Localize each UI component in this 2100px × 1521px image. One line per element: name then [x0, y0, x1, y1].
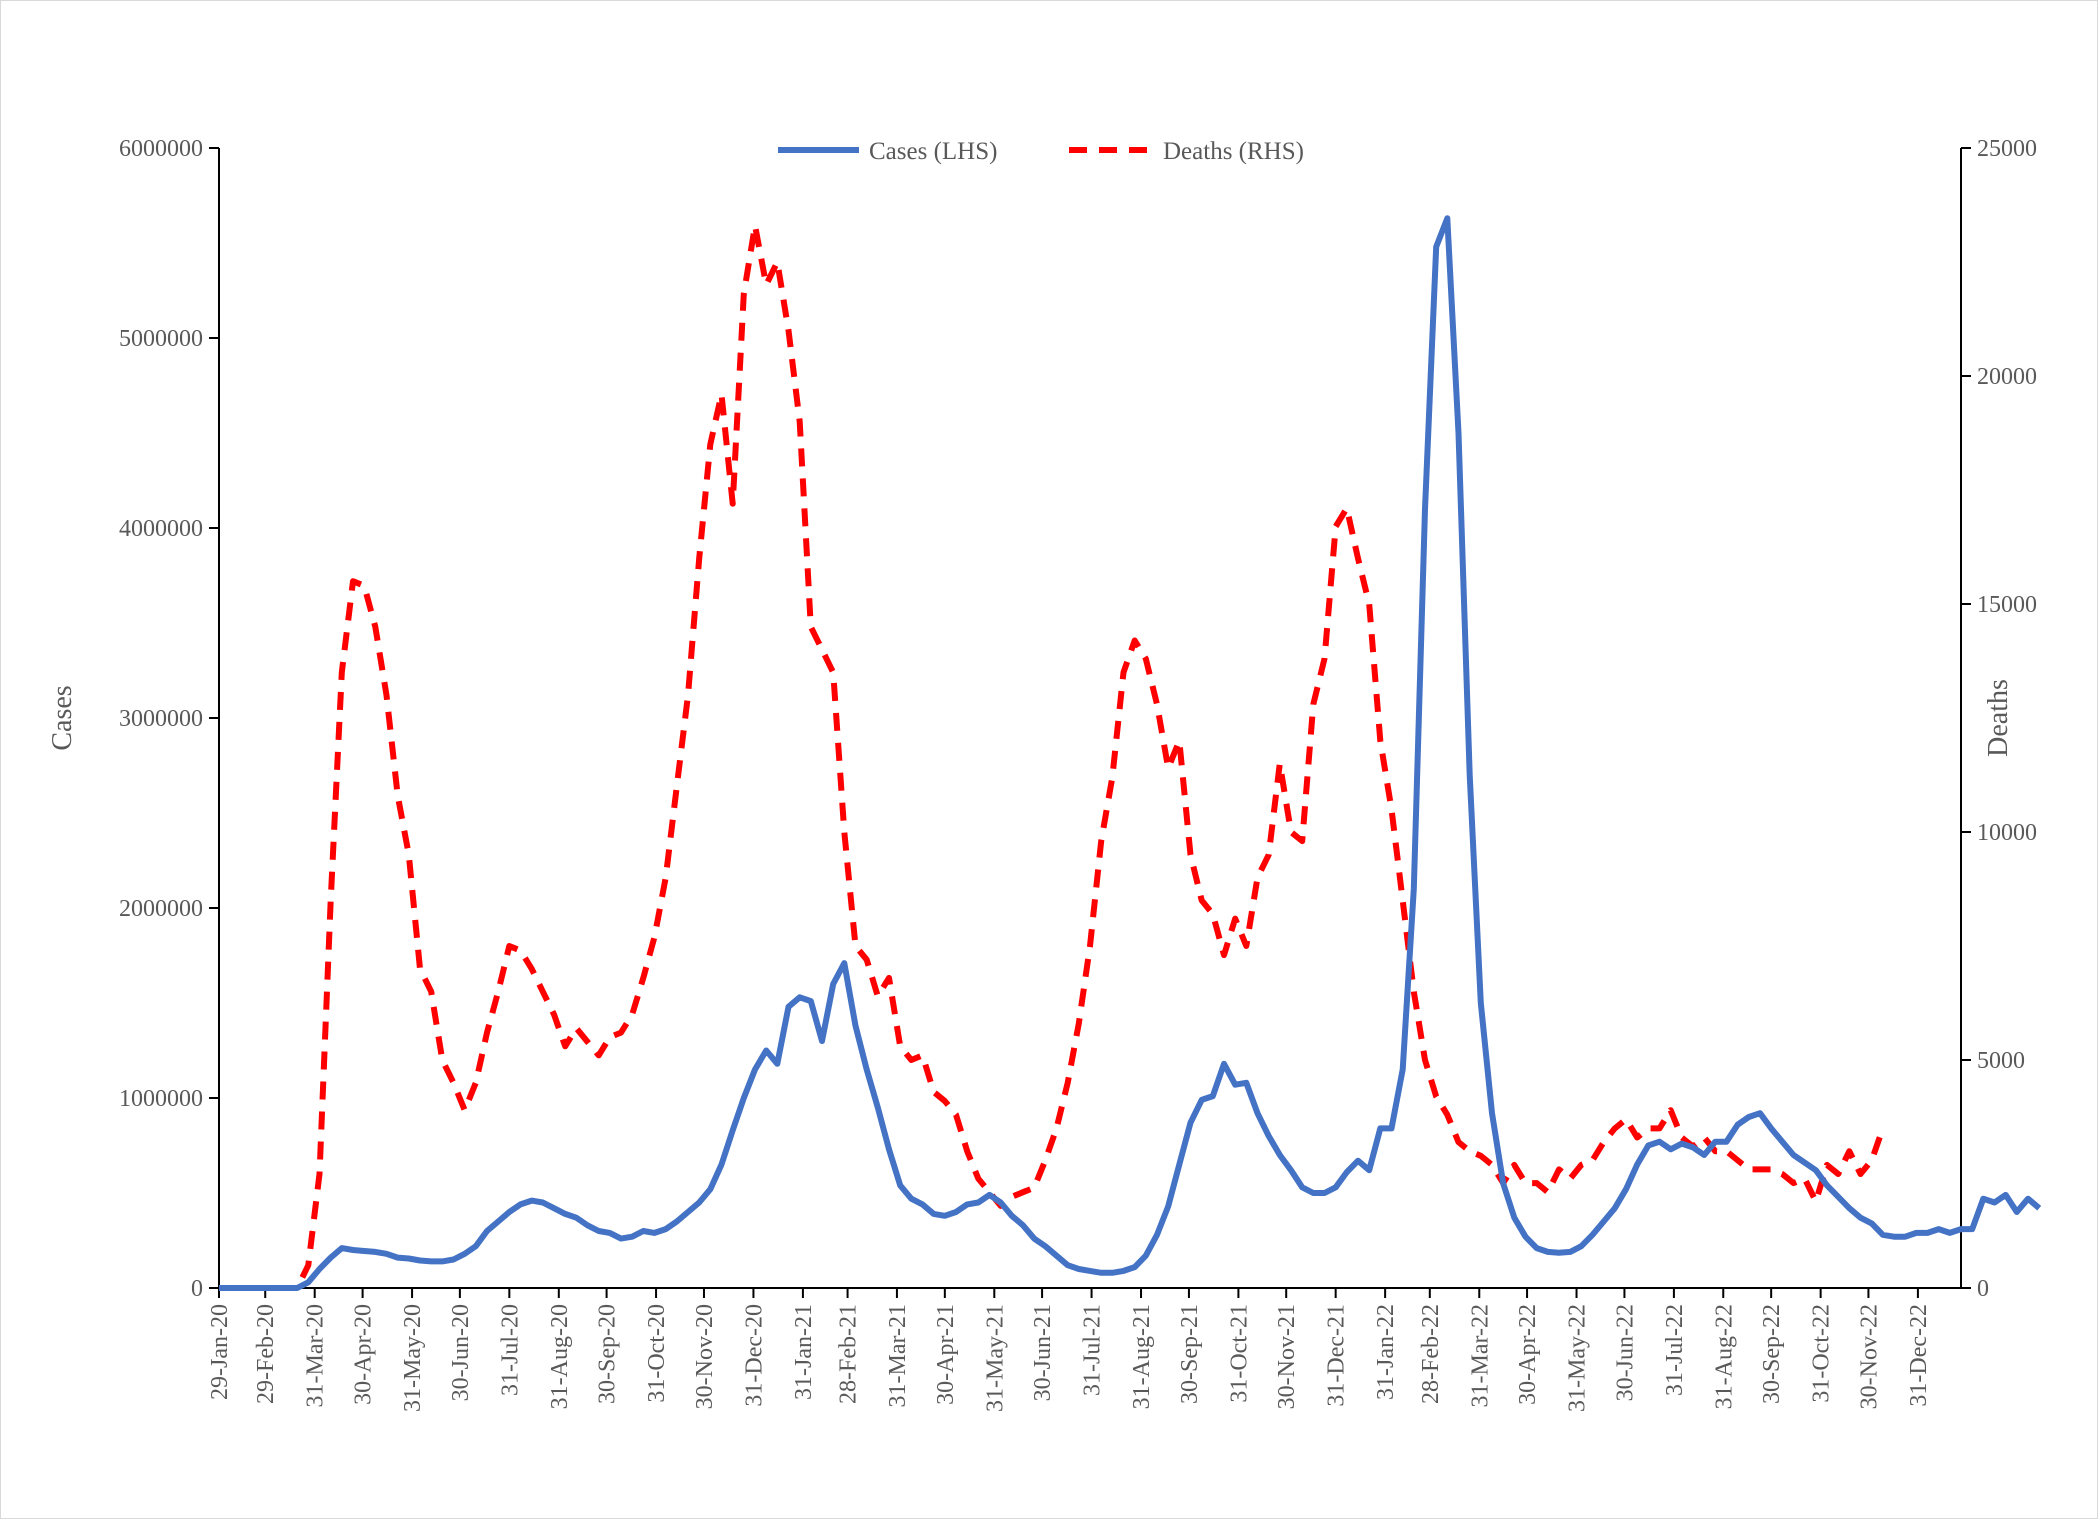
y-left-tick-label: 5000000 [119, 326, 203, 352]
x-tick-label: 28-Feb-21 [836, 1304, 862, 1404]
x-tick-label: 30-Jun-21 [1030, 1304, 1056, 1401]
y-right-tick-label: 5000 [1977, 1048, 2025, 1074]
y-right-tick-label: 10000 [1977, 820, 2037, 846]
x-tick-label: 31-Aug-21 [1129, 1304, 1155, 1409]
x-tick-label: 31-Aug-20 [547, 1304, 573, 1409]
legend: Cases (LHS) Deaths (RHS) [778, 138, 1304, 165]
x-tick-label: 29-Feb-20 [253, 1304, 279, 1404]
x-tick-label: 30-Nov-20 [692, 1304, 718, 1409]
x-tick-label: 30-Sep-22 [1759, 1304, 1785, 1404]
x-tick-label: 31-Dec-20 [741, 1304, 767, 1407]
series-layer [219, 215, 2042, 1291]
legend-label-cases: Cases (LHS) [869, 138, 997, 165]
x-tick-label: 30-Apr-20 [351, 1304, 377, 1405]
cases-series-line [219, 215, 2042, 1291]
x-tick-label: 31-May-21 [982, 1304, 1008, 1412]
x-tick-label: 30-Nov-21 [1274, 1304, 1300, 1409]
x-tick-label: 31-Oct-21 [1226, 1304, 1252, 1403]
x-tick-label: 30-Jun-20 [448, 1304, 474, 1401]
x-tick-label: 31-Mar-22 [1467, 1304, 1493, 1408]
x-tick-label: 30-Jun-22 [1612, 1304, 1638, 1401]
y-left-tick-label: 6000000 [119, 136, 203, 162]
x-tick-label: 30-Apr-22 [1515, 1304, 1541, 1405]
legend-label-deaths: Deaths (RHS) [1163, 138, 1304, 165]
x-tick-label: 30-Sep-20 [595, 1304, 621, 1404]
y-axis-right-title: Deaths [1983, 679, 2014, 757]
y-left-tick-label: 3000000 [119, 706, 203, 732]
y-left-tick-label: 4000000 [119, 516, 203, 542]
x-tick-label: 30-Nov-22 [1856, 1304, 1882, 1409]
x-tick-label: 31-Jan-22 [1373, 1304, 1399, 1400]
x-tick-label: 31-Jul-22 [1662, 1304, 1688, 1396]
y-right-tick-label: 0 [1977, 1276, 1989, 1302]
y-right-tick-label: 15000 [1977, 592, 2037, 618]
x-tick-label: 31-Oct-22 [1809, 1304, 1835, 1403]
y-left-tick-label: 1000000 [119, 1086, 203, 1112]
x-tick-label: 31-Jan-21 [791, 1304, 817, 1400]
x-tick-label: 31-May-20 [400, 1304, 426, 1412]
y-left-tick-label: 0 [191, 1276, 203, 1302]
x-tick-label: 31-Oct-20 [644, 1304, 670, 1403]
x-tick-label: 31-Dec-21 [1324, 1304, 1350, 1407]
x-tick-label: 31-Jul-20 [497, 1304, 523, 1396]
x-tick-label: 31-Dec-22 [1906, 1304, 1932, 1407]
y-right-tick-label: 20000 [1977, 364, 2037, 390]
deaths-series-line [219, 222, 1886, 1291]
x-tick-label: 28-Feb-22 [1418, 1304, 1444, 1404]
y-left-tick-label: 2000000 [119, 896, 203, 922]
axes-layer: 0 1000000 2000000 3000000 4000000 5000000 6000… [119, 136, 2037, 1412]
x-tick-label: 31-May-22 [1565, 1304, 1591, 1412]
x-tick-label: 30-Sep-21 [1177, 1304, 1203, 1404]
x-tick-label: 31-Aug-22 [1711, 1304, 1737, 1409]
y-right-tick-label: 25000 [1977, 136, 2037, 162]
x-tick-label: 29-Jan-20 [207, 1304, 233, 1400]
x-tick-label: 31-Mar-21 [885, 1304, 911, 1408]
x-tick-label: 31-Jul-21 [1080, 1304, 1106, 1396]
x-tick-label: 31-Mar-20 [303, 1304, 329, 1408]
x-tick-label: 30-Apr-21 [933, 1304, 959, 1405]
y-axis-left-title: Cases [47, 685, 78, 750]
